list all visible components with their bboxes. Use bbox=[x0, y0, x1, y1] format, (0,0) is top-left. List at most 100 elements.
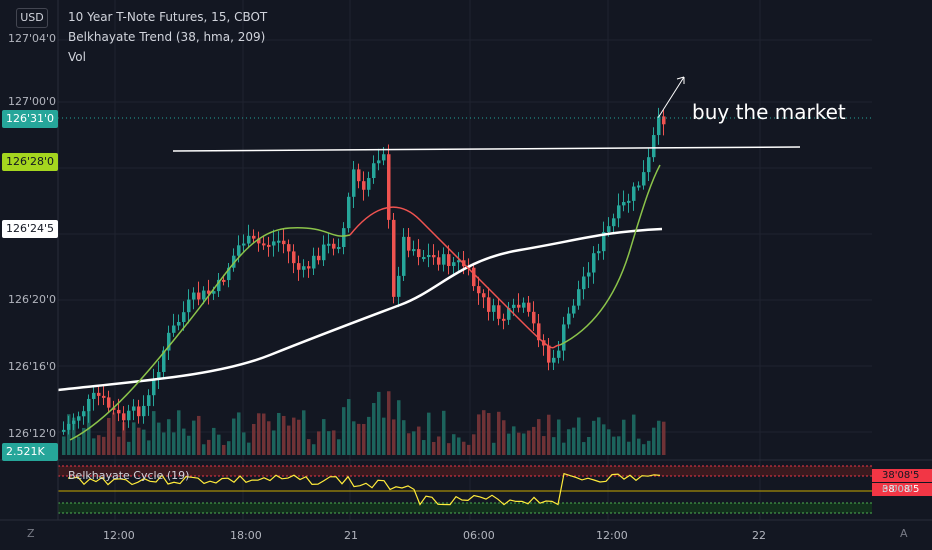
candle-body bbox=[502, 318, 506, 321]
candle-body bbox=[457, 260, 461, 263]
volume-bar bbox=[592, 420, 596, 455]
volume-bars bbox=[62, 391, 666, 455]
candle-body bbox=[627, 200, 631, 203]
candle-body bbox=[367, 178, 371, 190]
candle-body bbox=[447, 254, 451, 266]
volume-bar bbox=[492, 442, 496, 455]
symbol-title: 10 Year T-Note Futures, 15, CBOT bbox=[68, 10, 268, 24]
volume-bar bbox=[647, 440, 651, 455]
candle-body bbox=[517, 304, 521, 308]
resistance-line bbox=[172, 146, 801, 152]
volume-bar bbox=[292, 417, 296, 455]
volume-bar bbox=[227, 441, 231, 455]
candle-body bbox=[342, 228, 346, 248]
cycle-oversold-zone bbox=[58, 503, 872, 513]
volume-bar bbox=[557, 419, 561, 455]
candle-body bbox=[172, 325, 176, 333]
time-label: 12:00 bbox=[596, 529, 628, 542]
volume-bar bbox=[652, 427, 656, 455]
candle-body bbox=[632, 186, 636, 201]
volume-bar bbox=[602, 424, 606, 455]
candle-body bbox=[412, 249, 416, 252]
volume-bar bbox=[582, 442, 586, 455]
candle-body bbox=[117, 409, 121, 414]
candle-body bbox=[452, 262, 456, 266]
candle-body bbox=[282, 240, 286, 245]
candle-body bbox=[637, 185, 641, 188]
volume-bar bbox=[107, 417, 111, 455]
volume-bar bbox=[617, 436, 621, 455]
ma-price-tag: 126'24'5 bbox=[2, 220, 58, 238]
volume-bar bbox=[637, 438, 641, 455]
candle-body bbox=[537, 323, 541, 341]
candle-body bbox=[152, 379, 156, 396]
candle-body bbox=[137, 406, 141, 417]
volume-bar bbox=[67, 414, 71, 455]
candle-body bbox=[62, 429, 66, 432]
candle-body bbox=[557, 350, 561, 358]
volume-bar bbox=[247, 442, 251, 455]
candle-body bbox=[552, 357, 556, 363]
cycle-zero-label: 0'00'0 bbox=[882, 484, 913, 495]
volume-bar bbox=[377, 391, 381, 455]
timezone-button[interactable]: Z bbox=[27, 527, 35, 540]
volume-bar bbox=[462, 441, 466, 455]
volume-bar bbox=[522, 433, 526, 455]
buy-annotation[interactable]: buy the market bbox=[692, 100, 846, 124]
auto-scale-button[interactable]: A bbox=[900, 527, 908, 540]
indicator-legend[interactable]: Belkhayate Trend (38, hma, 209) bbox=[68, 30, 266, 44]
volume-bar bbox=[212, 427, 216, 455]
volume-bar bbox=[237, 412, 241, 455]
arrow-head-icon bbox=[676, 76, 685, 84]
cycle-legend[interactable]: Belkhayate Cycle (19) bbox=[68, 469, 190, 482]
volume-bar bbox=[347, 399, 351, 455]
volume-bar bbox=[147, 440, 151, 455]
volume-bar bbox=[482, 410, 486, 455]
volume-bar bbox=[517, 432, 521, 455]
candle-body bbox=[647, 157, 651, 173]
volume-bar bbox=[477, 414, 481, 455]
volume-bar bbox=[632, 414, 636, 455]
candle-body bbox=[332, 243, 336, 249]
candle-body bbox=[302, 266, 306, 270]
volume-bar bbox=[217, 434, 221, 455]
candle-body bbox=[247, 235, 251, 244]
candle-body bbox=[147, 395, 151, 406]
candle-body bbox=[267, 244, 271, 247]
candle-body bbox=[162, 350, 166, 372]
volume-bar bbox=[302, 410, 306, 455]
candle-body bbox=[287, 244, 291, 252]
volume-bar bbox=[427, 412, 431, 455]
volume-bar bbox=[162, 432, 166, 455]
candle-body bbox=[622, 202, 626, 206]
volume-bar bbox=[207, 439, 211, 455]
candle-body bbox=[417, 249, 421, 258]
volume-bar bbox=[382, 417, 386, 455]
candle-body bbox=[482, 293, 486, 298]
volume-bar bbox=[187, 435, 191, 455]
candle-body bbox=[347, 196, 351, 229]
candle-body bbox=[582, 276, 586, 290]
candle-body bbox=[202, 290, 206, 300]
candle-body bbox=[312, 255, 316, 269]
candle-body bbox=[197, 292, 201, 300]
candle-body bbox=[72, 420, 76, 424]
volume-bar bbox=[192, 420, 196, 455]
volume-bar bbox=[577, 417, 581, 455]
volume-bar bbox=[532, 426, 536, 455]
volume-bar bbox=[407, 433, 411, 455]
volume-legend[interactable]: Vol bbox=[68, 50, 86, 64]
candle-body bbox=[652, 135, 656, 158]
currency-button[interactable]: USD bbox=[16, 8, 48, 28]
candle-body bbox=[87, 398, 91, 412]
candle-body bbox=[127, 410, 131, 421]
volume-bar bbox=[97, 435, 101, 455]
candle-body bbox=[562, 324, 566, 351]
candle-body bbox=[352, 169, 356, 197]
volume-bar bbox=[232, 418, 236, 455]
volume-bar bbox=[87, 411, 91, 455]
candle-body bbox=[307, 266, 311, 269]
candle-body bbox=[67, 423, 71, 430]
candle-body bbox=[512, 304, 516, 308]
